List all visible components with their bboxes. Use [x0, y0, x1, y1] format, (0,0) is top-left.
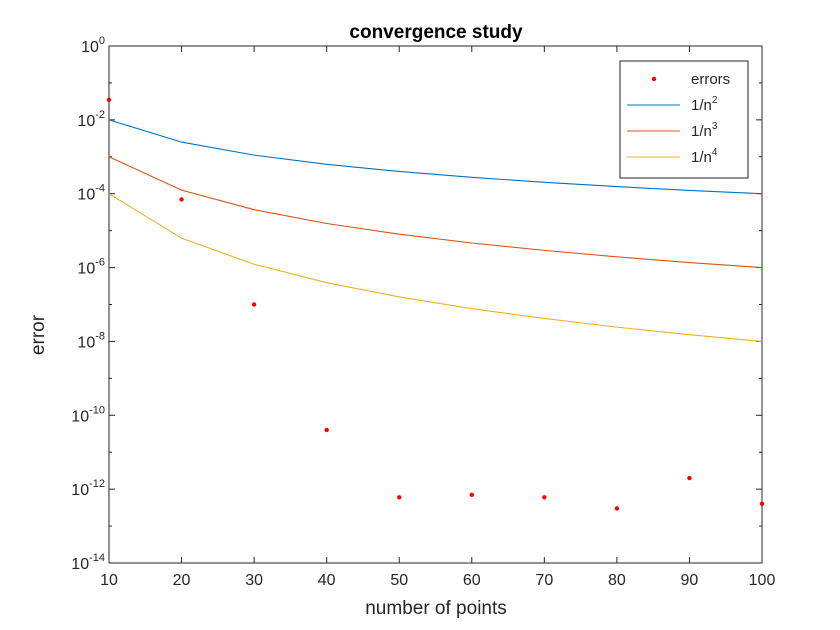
y-tick-label: 10-4 — [77, 183, 105, 204]
error-marker — [759, 501, 765, 507]
legend: errors 1/n2 1/n3 1/n4 — [619, 60, 749, 179]
y-tick-label: 10-10 — [71, 404, 105, 425]
x-tick-label: 10 — [100, 572, 118, 589]
y-tick-label: 10-6 — [77, 257, 105, 278]
x-tick-label: 30 — [245, 572, 263, 589]
legend-entry: 1/n4 — [691, 147, 718, 166]
error-marker — [542, 495, 547, 500]
error-marker — [251, 302, 257, 307]
error-marker — [469, 492, 474, 498]
series-line-3 — [108, 193, 763, 342]
x-tick-label: 60 — [463, 572, 481, 589]
legend-swatch — [651, 76, 657, 82]
legend-box — [619, 60, 749, 179]
y-tick-label: 100 — [81, 35, 105, 56]
y-tick-label: 10-14 — [71, 552, 105, 573]
series-line-2 — [108, 156, 763, 269]
legend-entry: errors — [691, 71, 730, 88]
legend-entry: 1/n3 — [691, 121, 718, 140]
error-marker — [324, 427, 329, 433]
chart-title: convergence study — [349, 22, 523, 43]
x-tick-label: 70 — [535, 572, 553, 589]
x-tick-label: 40 — [318, 572, 336, 589]
x-tick-label: 100 — [749, 572, 776, 589]
error-marker — [614, 506, 620, 511]
x-tick-label: 50 — [390, 572, 408, 589]
y-tick-label: 10-2 — [77, 109, 105, 130]
error-marker — [179, 197, 184, 202]
x-tick-label: 90 — [681, 572, 699, 589]
y-tick-label: 10-12 — [71, 478, 105, 499]
x-tick-label: 80 — [608, 572, 626, 589]
y-tick-label: 10-8 — [77, 330, 105, 351]
y-axis-label: error — [28, 314, 49, 355]
error-marker — [106, 97, 112, 102]
legend-entry: 1/n2 — [691, 95, 718, 114]
x-tick-label: 20 — [173, 572, 191, 589]
series-line-1 — [108, 119, 763, 195]
error-marker — [397, 495, 402, 500]
error-marker — [687, 475, 692, 481]
plot-area: 10 20 30 40 50 60 70 80 90 100 100 10-2 10-4 10-6 10-8… — [71, 35, 775, 589]
x-axis-label: number of points — [365, 598, 507, 619]
